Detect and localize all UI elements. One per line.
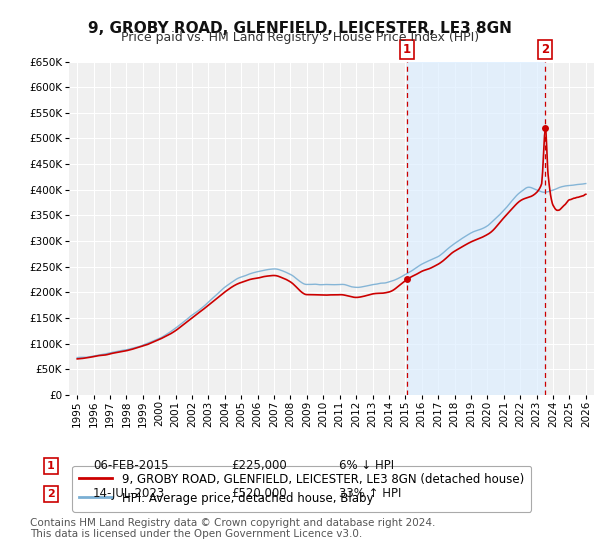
Text: 14-JUL-2023: 14-JUL-2023 (93, 487, 165, 501)
Text: 33% ↑ HPI: 33% ↑ HPI (339, 487, 401, 501)
Text: 06-FEB-2015: 06-FEB-2015 (93, 459, 169, 473)
Text: Price paid vs. HM Land Registry's House Price Index (HPI): Price paid vs. HM Land Registry's House … (121, 31, 479, 44)
Text: £520,000: £520,000 (231, 487, 287, 501)
Text: 9, GROBY ROAD, GLENFIELD, LEICESTER, LE3 8GN: 9, GROBY ROAD, GLENFIELD, LEICESTER, LE3… (88, 21, 512, 36)
Legend: 9, GROBY ROAD, GLENFIELD, LEICESTER, LE3 8GN (detached house), HPI: Average pric: 9, GROBY ROAD, GLENFIELD, LEICESTER, LE3… (72, 466, 531, 512)
Text: £225,000: £225,000 (231, 459, 287, 473)
Text: 2: 2 (47, 489, 55, 499)
Text: This data is licensed under the Open Government Licence v3.0.: This data is licensed under the Open Gov… (30, 529, 362, 539)
Text: 1: 1 (47, 461, 55, 471)
Text: 6% ↓ HPI: 6% ↓ HPI (339, 459, 394, 473)
Text: 2: 2 (541, 43, 550, 56)
Bar (407, 62, 545, 395)
Text: Contains HM Land Registry data © Crown copyright and database right 2024.: Contains HM Land Registry data © Crown c… (30, 517, 436, 528)
Text: 1: 1 (403, 43, 411, 56)
